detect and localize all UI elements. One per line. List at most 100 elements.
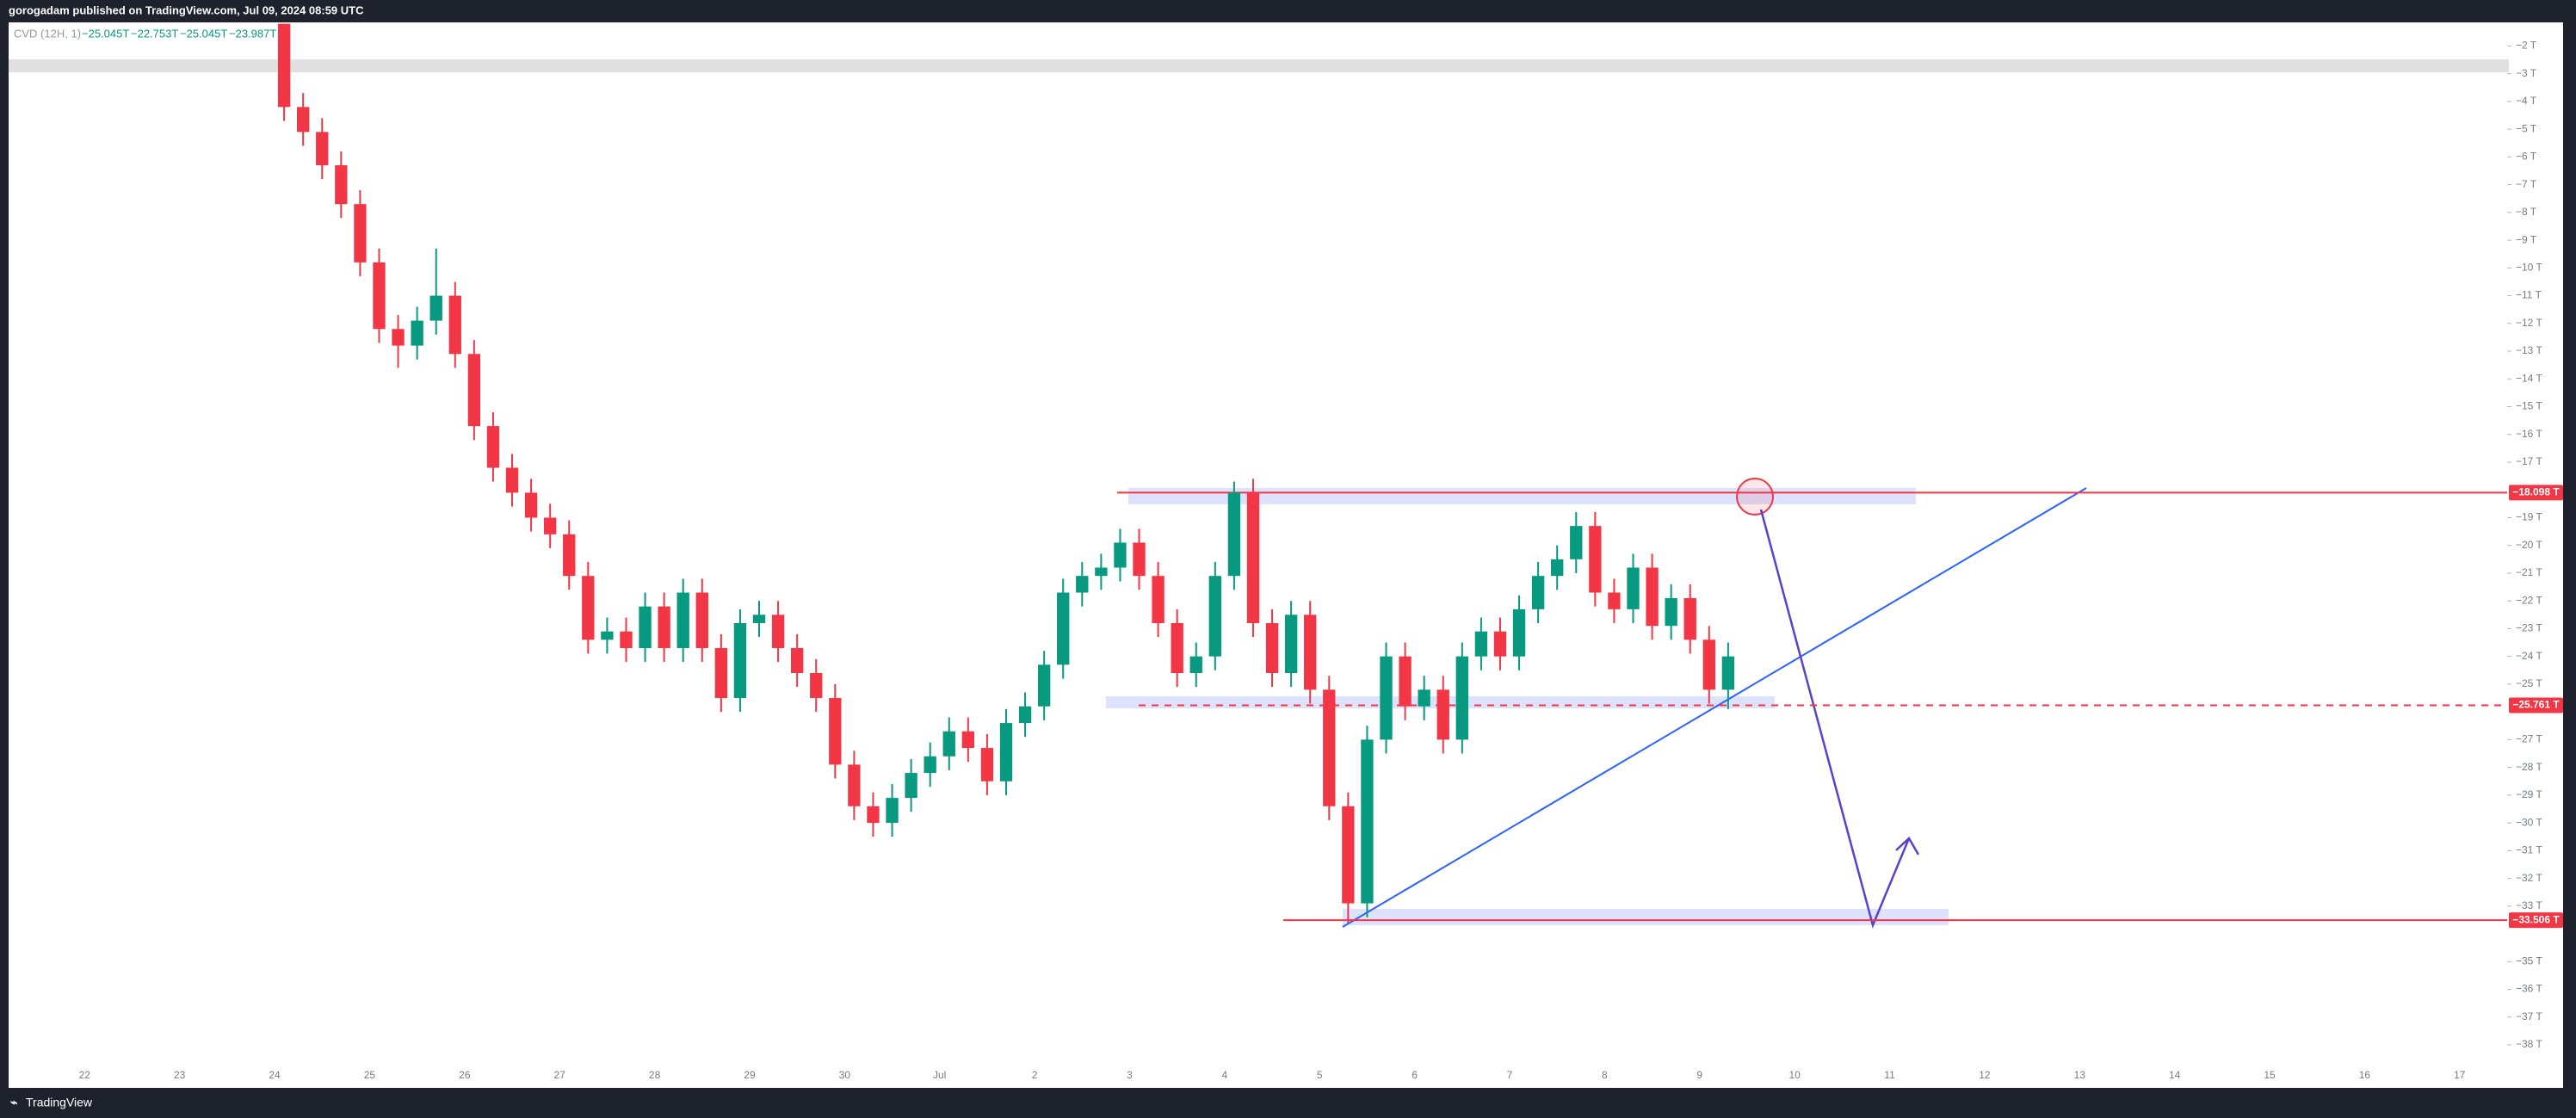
x-tick-label: 9 — [1696, 1069, 1702, 1081]
x-tick-label: 7 — [1507, 1069, 1513, 1081]
y-tick-label: −17 T — [2516, 455, 2542, 467]
candle-body — [1208, 576, 1222, 657]
x-tick-label: 8 — [1602, 1069, 1608, 1081]
candle-body — [297, 107, 310, 133]
y-tick-label: −15 T — [2516, 400, 2542, 412]
y-tick-label: −35 T — [2516, 954, 2542, 967]
candle-body — [1342, 806, 1355, 904]
y-tick-label: −6 T — [2516, 151, 2537, 163]
candle-body — [1512, 608, 1526, 657]
candle-body — [601, 631, 614, 640]
y-tick-label: −16 T — [2516, 428, 2542, 440]
candle-body — [1265, 622, 1279, 674]
price-label: −25.761 T — [2512, 699, 2560, 711]
x-tick-label: 6 — [1412, 1069, 1418, 1081]
y-tick-label: −7 T — [2516, 178, 2537, 190]
candle-body — [1076, 576, 1089, 593]
candle-body — [886, 798, 899, 824]
candle-body — [1227, 492, 1241, 577]
candle-body — [714, 648, 728, 699]
legend-value: −23.987T — [229, 27, 276, 40]
candle-body — [1152, 576, 1164, 623]
candle-body — [1133, 542, 1146, 577]
y-tick-label: −21 T — [2516, 566, 2542, 578]
y-tick-label: −37 T — [2516, 1010, 2542, 1022]
y-tick-label: −36 T — [2516, 983, 2542, 995]
candle-body — [1057, 592, 1070, 665]
drawings — [1106, 478, 2507, 929]
candle-body — [1304, 615, 1317, 690]
y-tick-label: −32 T — [2516, 872, 2542, 884]
y-tick-label: −14 T — [2516, 372, 2542, 384]
highlight-circle — [1736, 478, 1774, 516]
candle-body — [695, 592, 708, 649]
candle-body — [486, 426, 500, 468]
candle-body — [448, 295, 461, 355]
publish-info: gorogadam published on TradingView.com, … — [9, 3, 364, 16]
candle-body — [1361, 739, 1374, 904]
candle-body — [563, 534, 576, 577]
x-tick-label: 27 — [554, 1069, 566, 1081]
x-tick-label: 13 — [2074, 1069, 2086, 1081]
x-tick-label: 14 — [2169, 1069, 2181, 1081]
candle-body — [354, 204, 367, 263]
legend-value: −25.045T — [180, 27, 227, 40]
candle-body — [1189, 656, 1202, 674]
candle-body — [429, 295, 442, 321]
x-tick-label: 12 — [1979, 1069, 1991, 1081]
x-tick-label: 10 — [1788, 1069, 1801, 1081]
chart-panel — [9, 22, 2563, 1088]
candle-body — [1018, 706, 1032, 724]
candle-body — [1114, 542, 1127, 568]
candle-body — [1551, 559, 1564, 577]
candle-body — [1531, 576, 1545, 609]
x-tick-label: Jul — [933, 1069, 946, 1081]
candle-body — [1589, 526, 1602, 593]
x-tick-label: 3 — [1127, 1069, 1133, 1081]
y-tick-label: −20 T — [2516, 539, 2542, 551]
price-label-box — [2509, 912, 2563, 929]
y-tick-label: −9 T — [2516, 233, 2537, 245]
x-tick-label: 23 — [174, 1069, 186, 1081]
candle-body — [961, 731, 975, 749]
x-tick-label: 29 — [744, 1069, 756, 1081]
candle-body — [1284, 615, 1298, 674]
indicator-name: CVD (12H, 1) — [14, 27, 81, 40]
candle-body — [411, 320, 423, 346]
y-tick-label: −30 T — [2516, 816, 2542, 828]
candle-body — [1399, 656, 1412, 707]
y-tick-label: −8 T — [2516, 206, 2537, 218]
x-tick-label: 15 — [2264, 1069, 2276, 1081]
candle-body — [1171, 622, 1183, 674]
y-tick-label: −12 T — [2516, 317, 2542, 329]
candle-body — [582, 576, 595, 640]
candle-body — [1702, 639, 1715, 690]
candle-body — [1246, 492, 1260, 623]
candle-body — [1721, 656, 1735, 690]
candle-body — [676, 592, 689, 649]
candle-body — [639, 606, 652, 649]
y-tick-label: −11 T — [2516, 289, 2542, 301]
candle-body — [980, 748, 994, 781]
y-tick-label: −28 T — [2516, 761, 2542, 773]
y-tick-label: −22 T — [2516, 594, 2542, 606]
candle-body — [1608, 592, 1621, 609]
trend-line — [1342, 487, 2087, 928]
projection-arrow — [1759, 509, 1911, 929]
candle-body — [1037, 664, 1051, 707]
y-tick-label: −27 T — [2516, 733, 2542, 745]
price-label-box — [2509, 697, 2563, 713]
y-tick-label: −29 T — [2516, 788, 2542, 800]
candle-body — [316, 132, 329, 166]
x-tick-label: 25 — [364, 1069, 376, 1081]
candle-body — [1665, 597, 1677, 627]
candle-body — [335, 165, 348, 205]
y-tick-label: −10 T — [2516, 261, 2542, 273]
x-tick-label: 30 — [839, 1069, 851, 1081]
target-zone — [1343, 909, 1949, 925]
candle-body — [1683, 597, 1696, 640]
candle-body — [810, 673, 823, 699]
candle-body — [1474, 631, 1488, 657]
